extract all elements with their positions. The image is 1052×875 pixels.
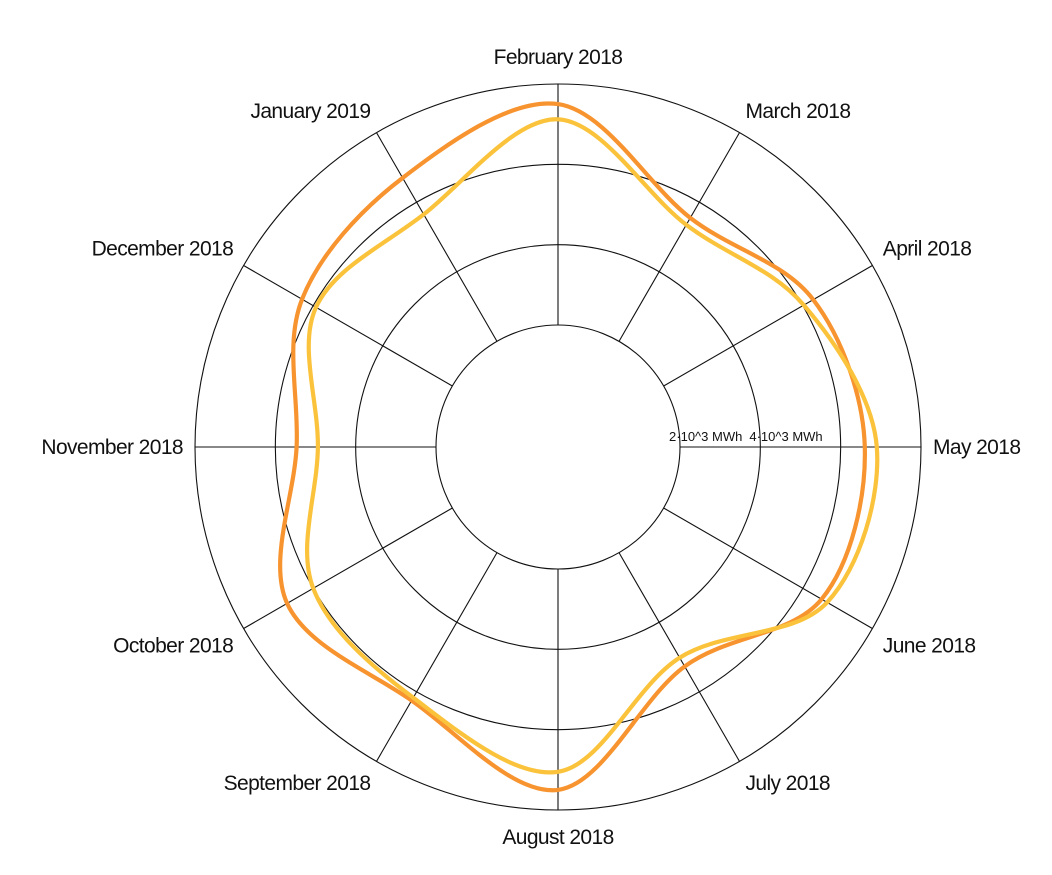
spoke-11 bbox=[376, 132, 498, 342]
spoke-1 bbox=[618, 132, 740, 342]
month-label-7: September 2018 bbox=[224, 772, 371, 795]
month-label-1: March 2018 bbox=[746, 100, 851, 123]
ring-label-0: 2·10^3 MWh bbox=[669, 429, 742, 444]
month-label-4: June 2018 bbox=[883, 635, 976, 658]
series-line-0 bbox=[278, 101, 867, 793]
series-line-1 bbox=[305, 117, 880, 775]
month-label-3: May 2018 bbox=[933, 436, 1020, 459]
spoke-10 bbox=[243, 265, 453, 387]
grid-ring-0 bbox=[435, 324, 681, 570]
month-label-2: April 2018 bbox=[883, 238, 972, 261]
spoke-8 bbox=[243, 507, 453, 629]
spoke-7 bbox=[376, 552, 498, 762]
month-label-8: October 2018 bbox=[113, 635, 233, 658]
month-labels: February 2018 March 2018 April 2018 May 201… bbox=[41, 46, 1021, 849]
ring-label-1: 4·10^3 MWh bbox=[749, 429, 822, 444]
month-label-6: August 2018 bbox=[502, 826, 613, 849]
month-label-10: December 2018 bbox=[92, 238, 234, 261]
spoke-4 bbox=[663, 507, 873, 629]
chart-grid bbox=[194, 83, 922, 811]
month-label-5: July 2018 bbox=[746, 772, 831, 795]
month-label-0: February 2018 bbox=[494, 46, 623, 69]
month-label-9: November 2018 bbox=[41, 436, 183, 459]
spoke-2 bbox=[663, 265, 873, 387]
month-label-11: January 2019 bbox=[250, 100, 370, 123]
chart-series bbox=[278, 101, 880, 793]
ring-labels: 2·10^3 MWh 4·10^3 MWh bbox=[669, 429, 823, 444]
